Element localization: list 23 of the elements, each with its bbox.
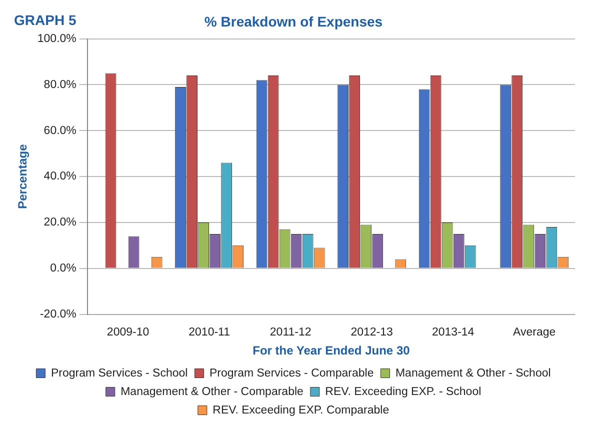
- x-tick-label: Average: [513, 326, 556, 338]
- x-tick-label: 2013-14: [432, 326, 475, 338]
- legend-label: Program Services - School: [50, 367, 188, 380]
- y-tick-label: 0.0%: [50, 262, 76, 275]
- legend-label: REV. Exceeding EXP. Comparable: [212, 404, 390, 416]
- y-tick-label: 60.0%: [44, 124, 76, 137]
- legend-label: Program Services - Comparable: [209, 367, 374, 380]
- caption: GRAPH 5: [14, 12, 76, 28]
- y-tick-label: 20.0%: [44, 216, 76, 229]
- y-tick-label: 40.0%: [44, 170, 76, 183]
- y-tick-label: -20.0%: [40, 308, 76, 320]
- x-tick-label: 2012-13: [350, 326, 393, 338]
- x-tick-label: 2011-12: [270, 326, 312, 338]
- legend-label: REV. Exceeding EXP. - School: [325, 386, 482, 398]
- legend-label: Management & Other - Comparable: [120, 386, 304, 398]
- y-tick-label: 100.0%: [37, 32, 76, 45]
- legend-label: Management & Other - School: [395, 367, 551, 380]
- x-axis-title: For the Year Ended June 30: [252, 344, 410, 358]
- y-tick-label: 80.0%: [44, 78, 76, 91]
- x-tick-label: 2009-10: [106, 326, 150, 338]
- y-axis-title: Percentage: [16, 144, 30, 209]
- x-tick-label: 2010-11: [188, 326, 230, 338]
- chart-title: % Breakdown of Expenses: [204, 13, 383, 30]
